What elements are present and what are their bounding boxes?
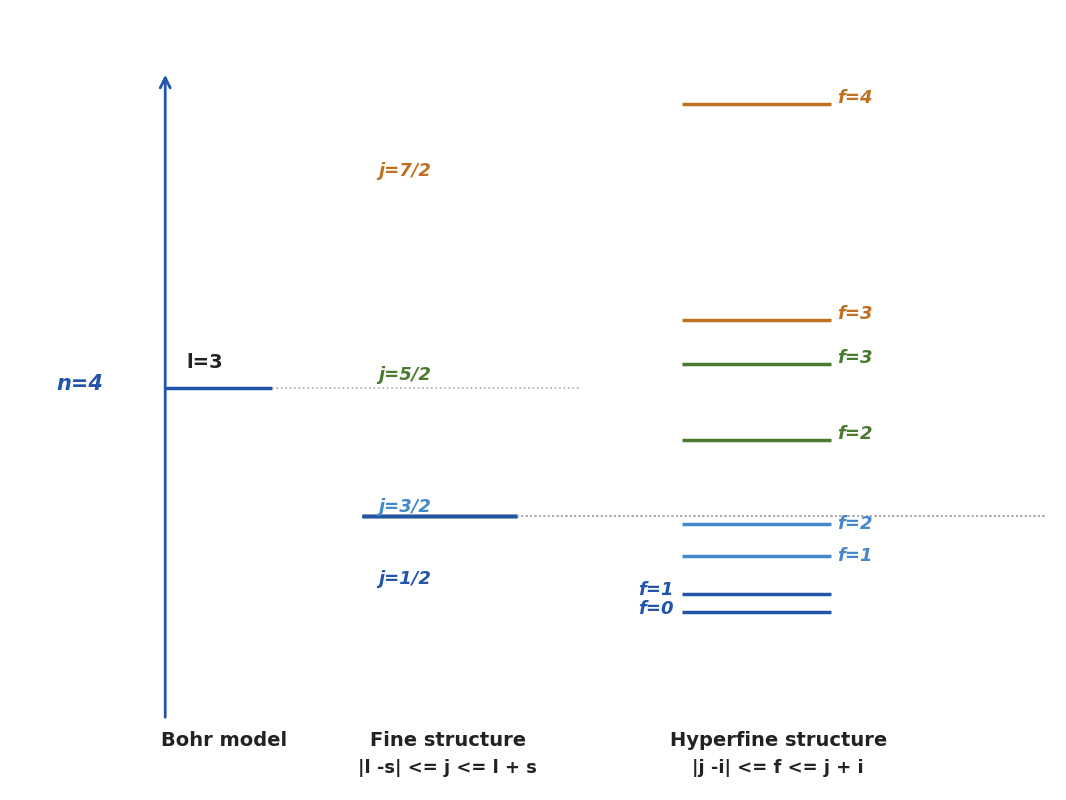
Text: f=2: f=2	[837, 515, 872, 533]
Text: Hyperfine structure: Hyperfine structure	[669, 730, 887, 750]
Text: f=2: f=2	[837, 425, 872, 442]
Text: j=3/2: j=3/2	[378, 498, 432, 516]
Text: j=7/2: j=7/2	[378, 162, 432, 180]
Text: j=5/2: j=5/2	[378, 366, 432, 384]
Text: f=3: f=3	[837, 305, 872, 322]
Text: Bohr model: Bohr model	[161, 730, 287, 750]
Text: |j -i| <= f <= j + i: |j -i| <= f <= j + i	[693, 759, 863, 777]
Text: f=1: f=1	[837, 547, 872, 565]
Text: j=1/2: j=1/2	[378, 570, 432, 588]
Text: f=3: f=3	[837, 349, 872, 366]
Text: f=1: f=1	[639, 582, 674, 599]
Text: n=4: n=4	[56, 374, 103, 394]
Text: l=3: l=3	[187, 353, 223, 372]
Text: |l -s| <= j <= l + s: |l -s| <= j <= l + s	[358, 759, 537, 777]
Text: f=0: f=0	[639, 600, 674, 618]
Text: Fine structure: Fine structure	[370, 730, 526, 750]
Text: f=4: f=4	[837, 89, 872, 106]
